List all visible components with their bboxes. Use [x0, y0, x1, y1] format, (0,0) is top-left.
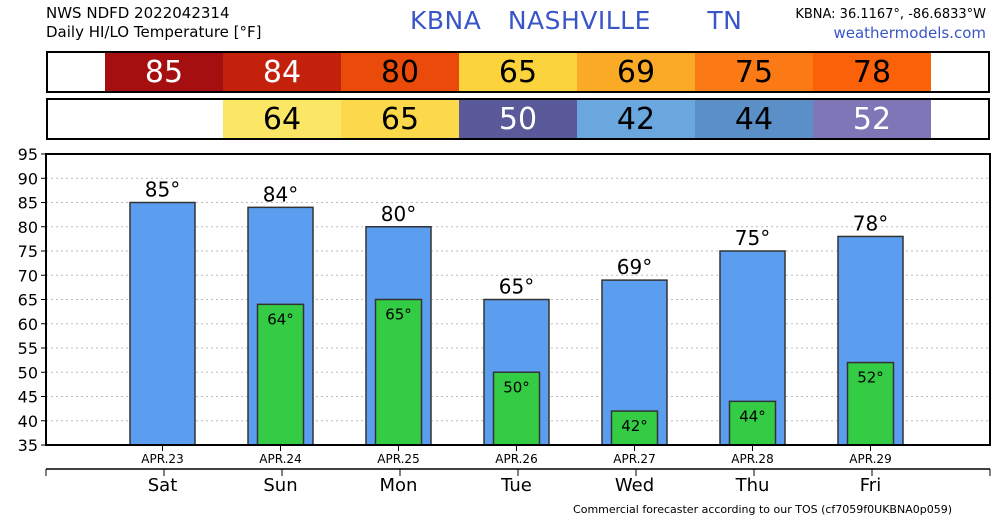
y-tick-label: 75 — [18, 242, 38, 261]
lo-bar — [374, 298, 423, 446]
y-tick-label: 85 — [18, 194, 38, 213]
y-tick-label: 45 — [18, 388, 38, 407]
y-tick-label: 70 — [18, 266, 38, 285]
y-tick-label: 60 — [18, 315, 38, 334]
lo-label: 52° — [857, 369, 884, 387]
station-coords: KBNA: 36.1167°, -86.6833°W — [795, 7, 986, 22]
y-tick-label: 80 — [18, 218, 38, 237]
hi-strip-cell: 84 — [223, 53, 341, 91]
lo-strip-cell: 64 — [223, 100, 341, 138]
hi-strip-cell: 65 — [459, 53, 577, 91]
hi-bar — [129, 201, 196, 446]
lo-temp-strip: 64 65 50 42 44 52 — [46, 98, 990, 140]
lo-strip-cell: 50 — [459, 100, 577, 138]
hi-temp-strip: 85 84 80 65 69 75 78 — [46, 51, 990, 93]
station-id: KBNA — [410, 6, 482, 35]
y-tick-label: 95 — [18, 145, 38, 164]
day-label: Tue — [500, 475, 532, 496]
plot-frame — [45, 153, 991, 446]
header-right: KBNA: 36.1167°, -86.6833°W weathermodels… — [795, 5, 986, 43]
lo-label: 44° — [739, 407, 766, 425]
hi-strip-cell: 75 — [695, 53, 813, 91]
hi-label: 65° — [499, 275, 534, 299]
y-tick-label: 40 — [18, 412, 38, 431]
lo-label: 50° — [503, 378, 530, 396]
hi-strip-cell: 85 — [105, 53, 223, 91]
lo-label: 42° — [621, 417, 648, 435]
y-tick-label: 35 — [18, 436, 38, 455]
hi-label: 78° — [853, 211, 888, 235]
y-tick-label: 90 — [18, 169, 38, 188]
station-title: KBNA NASHVILLE TN — [410, 6, 760, 35]
lo-bar — [846, 361, 895, 446]
day-label: Thu — [735, 475, 770, 496]
date-label: APR.29 — [849, 452, 891, 466]
date-label: APR.24 — [259, 452, 301, 466]
station-city: NASHVILLE — [507, 6, 651, 35]
lo-bar — [728, 400, 777, 446]
hi-label: 69° — [617, 255, 652, 279]
lo-strip-cell: 52 — [813, 100, 931, 138]
lo-bar — [610, 410, 659, 446]
day-label: Fri — [860, 475, 881, 496]
lo-strip-cell: 42 — [577, 100, 695, 138]
hi-strip-cell: 78 — [813, 53, 931, 91]
day-label: Wed — [615, 475, 654, 496]
hi-label: 80° — [381, 202, 416, 226]
day-label: Mon — [380, 475, 418, 496]
product-title: Daily HI/LO Temperature [°F] — [46, 23, 262, 41]
model-run-title: NWS NDFD 2022042314 — [46, 4, 230, 22]
header-left: NWS NDFD 2022042314 Daily HI/LO Temperat… — [46, 4, 262, 42]
lo-bar — [256, 303, 305, 446]
hi-label: 85° — [145, 178, 180, 202]
hi-label: 84° — [263, 182, 298, 206]
date-label: APR.25 — [377, 452, 419, 466]
date-label: APR.23 — [141, 452, 183, 466]
date-label: APR.28 — [731, 452, 773, 466]
hi-strip-cell: 69 — [577, 53, 695, 91]
station-state: TN — [707, 6, 743, 35]
lo-label: 64° — [267, 310, 294, 328]
y-tick-label: 65 — [18, 291, 38, 310]
day-label: Sun — [263, 475, 297, 496]
day-label: Sat — [148, 475, 178, 496]
y-tick-label: 50 — [18, 363, 38, 382]
date-label: APR.27 — [613, 452, 655, 466]
date-label: APR.26 — [495, 452, 537, 466]
site-link[interactable]: weathermodels.com — [833, 24, 986, 42]
lo-strip-cell: 65 — [341, 100, 459, 138]
hi-strip-cell: 80 — [341, 53, 459, 91]
footer-note: Commercial forecaster according to our T… — [573, 503, 952, 516]
lo-label: 65° — [385, 306, 412, 324]
lo-strip-cell: 44 — [695, 100, 813, 138]
hi-label: 75° — [735, 226, 770, 250]
y-tick-label: 55 — [18, 339, 38, 358]
